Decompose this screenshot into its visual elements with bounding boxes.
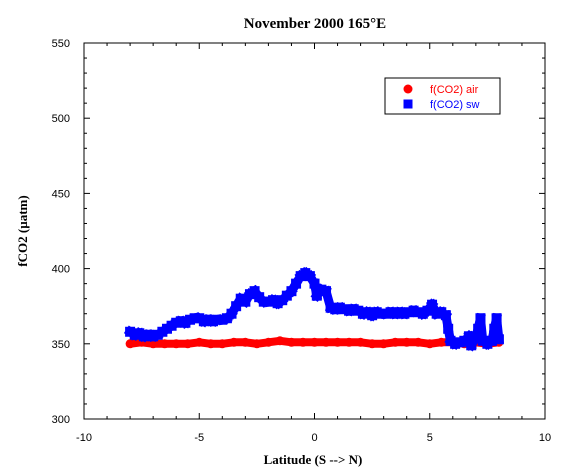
x-tick-label: 10 (539, 432, 551, 444)
data-point-sw (231, 301, 242, 312)
data-point-sw (470, 332, 481, 343)
data-point-sw (240, 296, 251, 307)
series-fco2-air (125, 336, 504, 349)
x-tick-label: -5 (194, 432, 204, 444)
data-point-sw (321, 286, 332, 297)
data-point-sw (286, 286, 297, 297)
data-point-sw (493, 334, 504, 345)
data-point-sw (291, 278, 302, 289)
series-fco2-sw (123, 266, 504, 352)
y-tick-label: 400 (52, 264, 70, 276)
y-tick-label: 300 (52, 414, 70, 426)
data-point-sw (463, 331, 474, 342)
y-tick-label: 550 (52, 38, 70, 50)
x-tick-label: 5 (427, 432, 433, 444)
y-axis: 300 350 400 450 500 550 (52, 38, 545, 426)
data-point-sw (491, 313, 502, 324)
data-point-sw (309, 278, 320, 289)
legend-label-sw: f(CO2) sw (430, 99, 480, 111)
x-tick-label: 0 (311, 432, 317, 444)
legend-marker-sw (403, 99, 413, 109)
chart-title: November 2000 165°E (244, 16, 386, 32)
data-point-sw (475, 313, 486, 324)
legend-marker-air (403, 84, 413, 94)
legend: f(CO2) air f(CO2) sw (384, 77, 501, 115)
data-point-sw (486, 335, 497, 346)
data-point-sw (226, 308, 237, 319)
data-point-sw (466, 340, 477, 351)
data-point-sw (311, 290, 322, 301)
y-tick-label: 450 (52, 188, 70, 200)
legend-label-air: f(CO2) air (430, 84, 479, 96)
data-point-sw (473, 323, 484, 334)
y-tick-label: 500 (52, 113, 70, 125)
data-point-sw (427, 299, 438, 310)
data-point-sw (249, 286, 260, 297)
data-point-sw (443, 323, 454, 334)
data-point-sw (422, 305, 433, 316)
x-tick-label: -10 (76, 432, 92, 444)
data-point-sw (489, 323, 500, 334)
y-tick-label: 350 (52, 339, 70, 351)
x-axis: -10 -5 0 5 10 (76, 43, 551, 444)
data-point-sw (304, 271, 315, 282)
data-point-sw (440, 310, 451, 321)
x-axis-label: Latitude (S --> N) (264, 452, 363, 467)
y-axis-label: fCO2 (µatm) (15, 195, 30, 266)
